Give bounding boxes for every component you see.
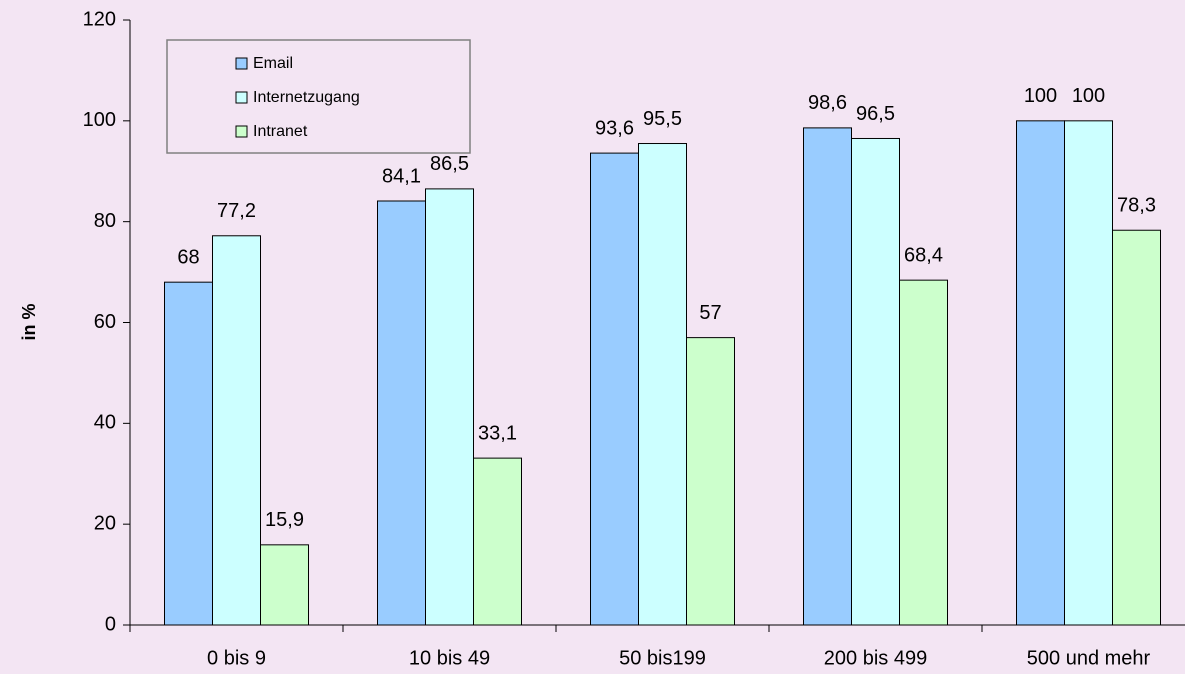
bar xyxy=(590,152,639,626)
value-label: 96,5 xyxy=(856,103,895,125)
legend-swatch xyxy=(235,57,248,70)
y-axis-title: in % xyxy=(19,303,39,340)
value-label: 77,2 xyxy=(217,200,256,222)
value-label: 86,5 xyxy=(430,153,469,175)
value-label: 33,1 xyxy=(478,422,517,444)
y-tick-label: 0 xyxy=(105,613,116,635)
bar xyxy=(686,337,735,626)
y-tick-label: 100 xyxy=(83,109,116,131)
legend-label: Internetzugang xyxy=(253,89,360,106)
y-tick-label: 20 xyxy=(94,512,116,534)
bar xyxy=(1112,229,1161,626)
bar xyxy=(377,200,426,626)
legend-swatch xyxy=(235,125,248,138)
x-tick-label: 10 bis 49 xyxy=(409,647,490,669)
x-tick-label: 200 bis 499 xyxy=(824,647,927,669)
bar xyxy=(899,279,948,626)
legend-swatch xyxy=(235,91,248,104)
bar xyxy=(473,457,522,626)
bar xyxy=(851,137,900,626)
value-label: 100 xyxy=(1024,85,1057,107)
legend-label: Email xyxy=(253,55,293,72)
legend-box xyxy=(166,39,471,154)
bar xyxy=(425,188,474,626)
y-tick-label: 120 xyxy=(83,8,116,30)
value-label: 68 xyxy=(177,246,199,268)
value-label: 93,6 xyxy=(595,117,634,139)
y-tick-label: 40 xyxy=(94,412,116,434)
bar xyxy=(212,235,261,626)
y-tick-label: 60 xyxy=(94,311,116,333)
bar xyxy=(638,143,687,626)
value-label: 78,3 xyxy=(1117,195,1156,217)
value-label: 68,4 xyxy=(904,244,943,266)
value-label: 95,5 xyxy=(643,108,682,130)
x-tick-label: 500 und mehr xyxy=(1027,647,1151,669)
bar xyxy=(1016,120,1065,626)
y-tick-label: 80 xyxy=(94,210,116,232)
value-label: 84,1 xyxy=(382,165,421,187)
x-tick-label: 50 bis199 xyxy=(619,647,706,669)
value-label: 100 xyxy=(1072,85,1105,107)
value-label: 98,6 xyxy=(808,92,847,114)
legend-label: Intranet xyxy=(253,123,308,140)
x-tick-label: 0 bis 9 xyxy=(207,647,266,669)
bar xyxy=(260,544,309,626)
bar xyxy=(803,127,852,626)
value-label: 57 xyxy=(699,302,721,324)
bar xyxy=(164,281,213,626)
value-label: 15,9 xyxy=(265,509,304,531)
bar xyxy=(1064,120,1113,626)
